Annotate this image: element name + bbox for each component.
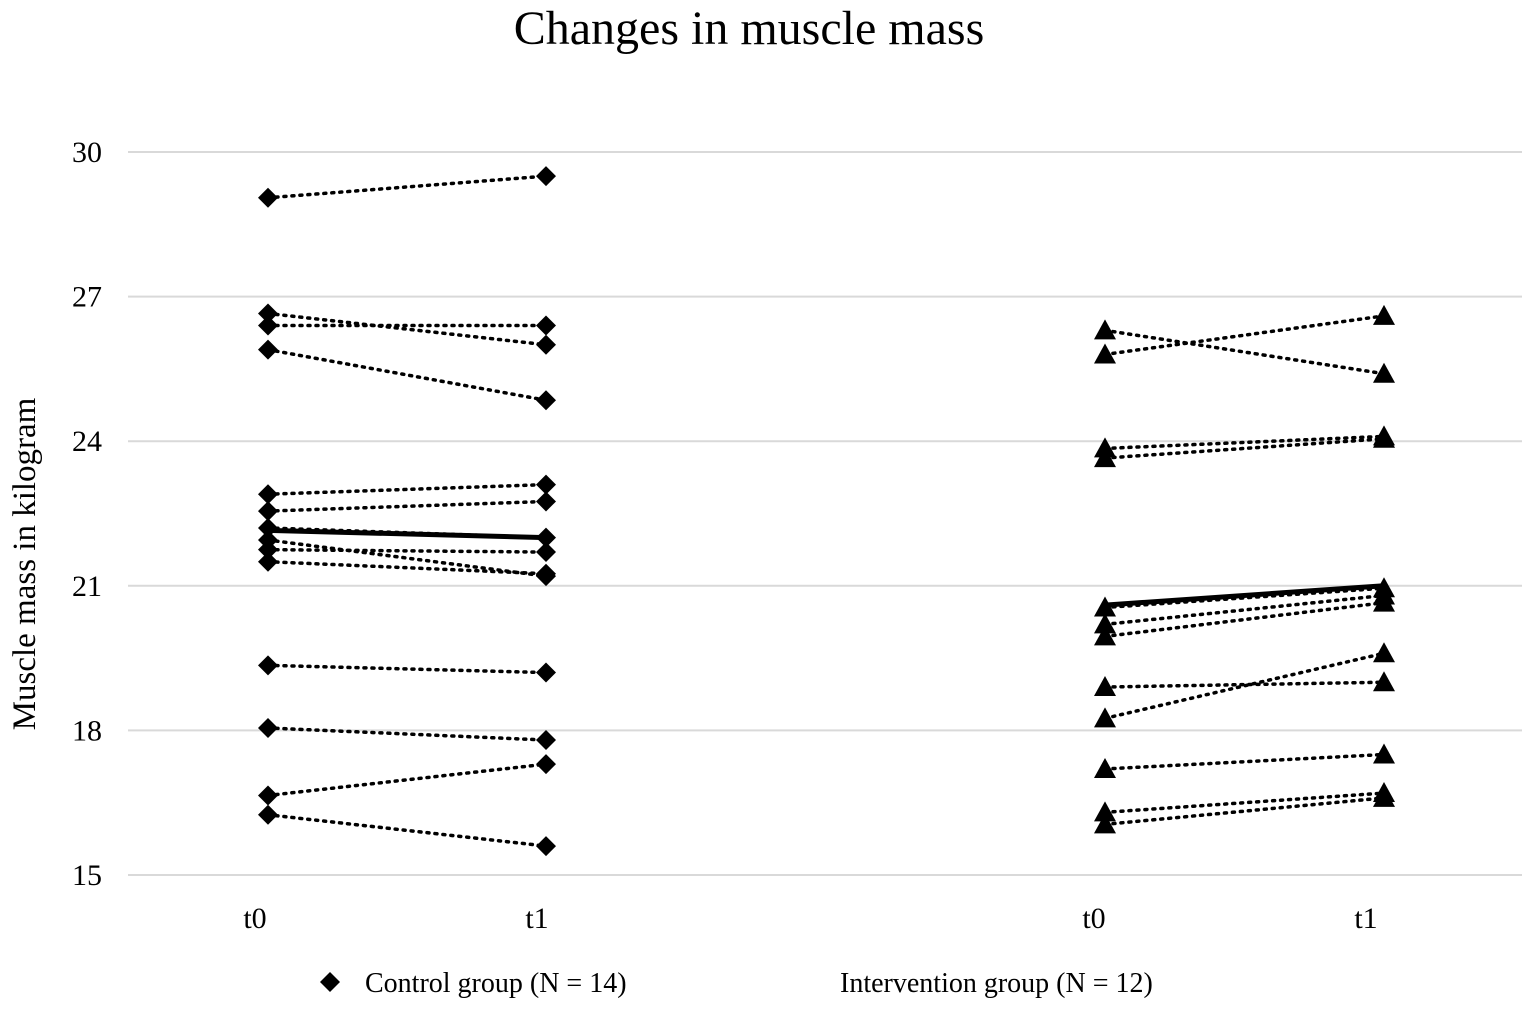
y-tick-label-30: 30 (72, 136, 102, 169)
control-point-t1-7 (536, 527, 556, 548)
control-point-t0-10 (258, 551, 278, 572)
control-point-t1-9 (536, 542, 556, 563)
intervention-point-t1-2 (1373, 304, 1395, 325)
control-point-t0-6 (258, 501, 278, 522)
intervention-subject-line-7 (1103, 600, 1386, 639)
control-subject-line-10 (266, 559, 548, 576)
chart-title: Changes in muscle mass (514, 2, 985, 55)
intervention-subject-line-4 (1103, 437, 1386, 460)
control-point-t1-3 (536, 315, 556, 336)
y-tick-label-27: 27 (72, 281, 102, 314)
x-tick-label-g1-t1: t1 (525, 902, 548, 935)
control-point-t0-12 (258, 717, 278, 738)
control-subject-line-13 (266, 762, 548, 798)
legend-control-label: Control group (N = 14) (365, 968, 627, 999)
control-point-t0-1 (258, 187, 278, 208)
control-subject-line-6 (266, 499, 548, 513)
control-point-t1-6 (536, 491, 556, 512)
legend-intervention-label: Intervention group (N = 12) (840, 968, 1153, 999)
y-tick-label-18: 18 (72, 714, 102, 747)
intervention-point-t0-9 (1094, 707, 1116, 728)
intervention-subject-line-11 (1103, 791, 1386, 815)
control-point-t0-13 (258, 785, 278, 806)
intervention-subject-line-6 (1103, 593, 1386, 627)
control-point-t0-2 (258, 303, 278, 324)
legend: Control group (N = 14) Intervention group… (320, 968, 1153, 999)
intervention-point-t0-6 (1094, 613, 1116, 634)
intervention-point-t0-2 (1094, 343, 1116, 364)
control-subject-line-11 (266, 663, 548, 675)
control-point-t0-4 (258, 339, 278, 360)
control-subject-line-12 (266, 726, 548, 742)
intervention-point-t1-12 (1373, 786, 1395, 807)
intervention-point-t1-8 (1373, 671, 1395, 692)
y-tick-label-21: 21 (72, 570, 102, 603)
control-point-t1-14 (536, 836, 556, 857)
control-point-t1-5 (536, 474, 556, 495)
control-subject-line-9 (266, 547, 548, 554)
intervention-point-t1-9 (1373, 642, 1395, 663)
intervention-point-t0-12 (1094, 813, 1116, 834)
x-tick-labels: t0 t1 t0 t1 (243, 902, 1377, 935)
intervention-point-t0-10 (1094, 757, 1116, 778)
data-series (258, 166, 1395, 857)
control-point-t1-11 (536, 662, 556, 683)
x-tick-label-g1-t0: t0 (243, 902, 266, 935)
intervention-point-t0-8 (1094, 676, 1116, 697)
control-point-t1-1 (536, 166, 556, 187)
x-tick-label-g2-t1: t1 (1354, 902, 1377, 935)
intervention-subject-line-2 (1103, 314, 1386, 357)
intervention-mean-line (1104, 583, 1385, 608)
intervention-point-t1-7 (1373, 591, 1395, 612)
control-point-t0-7 (258, 517, 278, 538)
intervention-point-t1-10 (1373, 743, 1395, 764)
y-tick-label-24: 24 (72, 425, 102, 458)
intervention-point-t0-11 (1094, 801, 1116, 822)
intervention-subject-line-1 (1103, 328, 1386, 376)
control-point-t0-3 (258, 315, 278, 336)
control-subject-line-14 (266, 813, 548, 848)
intervention-point-t0-1 (1094, 319, 1116, 340)
intervention-point-t1-4 (1373, 427, 1395, 448)
control-point-t1-13 (536, 754, 556, 775)
control-point-t1-12 (536, 730, 556, 751)
y-tick-labels: 15 18 21 24 27 30 (72, 136, 102, 892)
control-subject-line-5 (266, 482, 548, 496)
legend-control-marker (320, 972, 340, 992)
intervention-subject-line-9 (1103, 651, 1386, 721)
intervention-point-t1-1 (1373, 362, 1395, 383)
control-point-t1-10 (536, 563, 556, 584)
intervention-subject-line-12 (1103, 796, 1386, 827)
control-point-t0-14 (258, 804, 278, 825)
intervention-point-t0-4 (1094, 447, 1116, 468)
control-subject-line-1 (266, 174, 548, 200)
intervention-subject-line-10 (1103, 752, 1386, 771)
intervention-point-t0-5 (1094, 596, 1116, 617)
control-subject-line-4 (266, 347, 548, 402)
control-point-t0-5 (258, 484, 278, 505)
y-axis-label: Muscle mass in kilogram (7, 397, 43, 730)
control-point-t0-9 (258, 539, 278, 560)
control-point-t0-11 (258, 655, 278, 676)
control-subject-line-2 (266, 311, 548, 347)
control-subject-line-8 (266, 538, 548, 578)
grid-lines (128, 151, 1522, 876)
x-tick-label-g2-t0: t0 (1082, 902, 1105, 935)
intervention-subject-line-3 (1103, 434, 1386, 451)
control-mean-line (267, 527, 547, 541)
intervention-point-t0-7 (1094, 625, 1116, 646)
control-point-t1-4 (536, 390, 556, 411)
y-tick-label-15: 15 (72, 859, 102, 892)
control-point-t1-2 (536, 334, 556, 355)
